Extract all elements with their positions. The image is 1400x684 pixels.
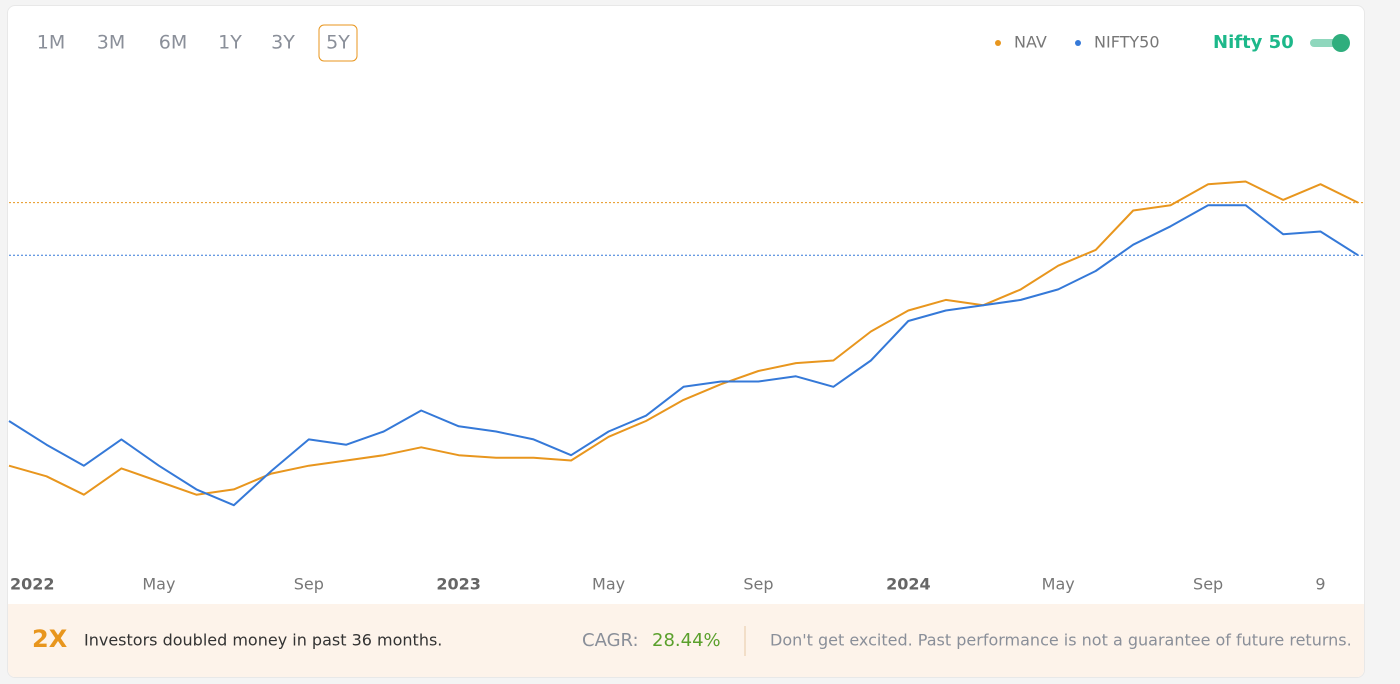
range-button-frame[interactable] bbox=[318, 24, 358, 62]
x-tick-label: Sep bbox=[294, 575, 324, 594]
disclaimer: Don't get excited. Past performance is n… bbox=[770, 631, 1352, 650]
series-line bbox=[8, 204, 1359, 507]
range-button[interactable]: 3Y bbox=[271, 32, 295, 54]
series-line bbox=[8, 180, 1359, 496]
x-tick-label: 2023 bbox=[436, 575, 481, 594]
cagr-label: CAGR: bbox=[582, 630, 639, 651]
range-button[interactable]: 3M bbox=[97, 32, 125, 54]
footer-message: Investors doubled money in past 36 month… bbox=[84, 631, 442, 650]
x-tick-label: May bbox=[142, 575, 175, 594]
cagr-value: 28.44% bbox=[652, 630, 721, 651]
x-tick-label: 9 bbox=[1315, 575, 1325, 594]
toggle-knob[interactable] bbox=[1332, 34, 1350, 52]
chart-card: 2X Investors doubled money in past 36 mo… bbox=[7, 5, 1365, 678]
x-tick-label: May bbox=[592, 575, 625, 594]
legend-label: NAV bbox=[1014, 33, 1047, 52]
toggle-label: Nifty 50 bbox=[1213, 32, 1294, 53]
range-button[interactable]: 1M bbox=[37, 32, 65, 54]
range-button[interactable]: 6M bbox=[159, 32, 187, 54]
x-tick-label: May bbox=[1042, 575, 1075, 594]
x-tick-label: 2022 bbox=[10, 575, 55, 594]
footer-band bbox=[8, 604, 1364, 677]
range-button[interactable]: 5Y bbox=[326, 32, 350, 54]
x-tick-label: 2024 bbox=[886, 575, 931, 594]
range-button[interactable]: 1Y bbox=[218, 32, 242, 54]
legend-dot bbox=[1075, 40, 1081, 46]
multiple: 2X bbox=[32, 625, 68, 653]
chart: 2X Investors doubled money in past 36 mo… bbox=[8, 24, 1364, 677]
legend-dot bbox=[995, 40, 1001, 46]
legend-label: NIFTY50 bbox=[1094, 33, 1160, 52]
x-tick-label: Sep bbox=[743, 575, 773, 594]
x-tick-label: Sep bbox=[1193, 575, 1223, 594]
